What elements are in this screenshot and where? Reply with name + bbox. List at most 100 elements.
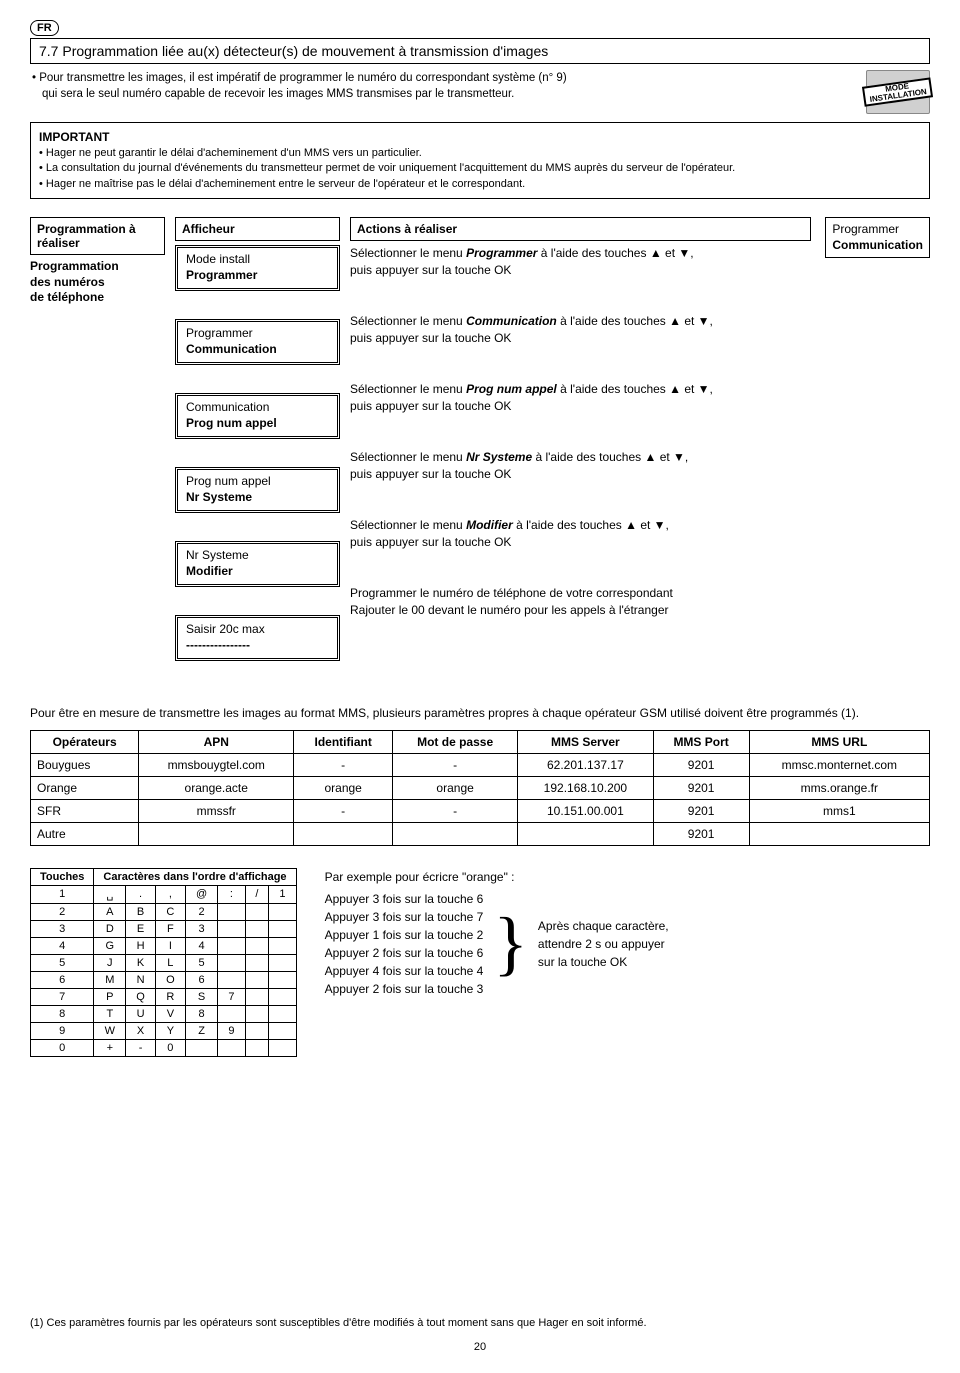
touches-cell — [245, 954, 269, 971]
touches-cell: / — [245, 885, 269, 903]
touches-cell: H — [126, 937, 156, 954]
table-row: 2ABC2 — [31, 903, 297, 920]
touches-cell — [218, 937, 245, 954]
ops-cell: 10.151.00.001 — [518, 799, 653, 822]
afficheur-box: CommunicationProg num appel — [175, 393, 340, 439]
ops-cell: mmsbouygtel.com — [139, 753, 294, 776]
action-text: Sélectionner le menu Programmer à l'aide… — [350, 245, 811, 285]
page-number: 20 — [30, 1341, 930, 1353]
touches-cell: : — [218, 885, 245, 903]
intro-line-1: • Pour transmettre les images, il est im… — [32, 70, 856, 86]
section-title: 7.7 Programmation liée au(x) détecteur(s… — [30, 38, 930, 64]
ops-cell: orange — [294, 776, 393, 799]
touches-cell: A — [94, 903, 126, 920]
touches-cell: 0 — [31, 1039, 94, 1056]
touches-cell: R — [155, 988, 185, 1005]
touches-cell: 1 — [269, 885, 296, 903]
touches-cell: - — [126, 1039, 156, 1056]
touches-cell: C — [155, 903, 185, 920]
touches-cell: @ — [185, 885, 218, 903]
touches-cell: ␣ — [94, 885, 126, 903]
touches-cell: 5 — [31, 954, 94, 971]
touches-cell: T — [94, 1005, 126, 1022]
touches-cell: F — [155, 920, 185, 937]
touches-cell: 6 — [31, 971, 94, 988]
table-row: SFRmmssfr--10.151.00.0019201mms1 — [31, 799, 930, 822]
ops-cell: - — [393, 799, 518, 822]
touches-cell — [245, 1005, 269, 1022]
afficheur-box: ProgrammerCommunication — [175, 319, 340, 365]
action-text: Sélectionner le menu Modifier à l'aide d… — [350, 517, 811, 557]
afficheur-box: Nr SystemeModifier — [175, 541, 340, 587]
touches-cell — [218, 1005, 245, 1022]
ops-cell — [139, 822, 294, 845]
touches-cell — [218, 971, 245, 988]
example-line: Appuyer 4 fois sur la touche 4 — [325, 962, 484, 980]
touches-cell: 9 — [218, 1022, 245, 1039]
ops-cell: mmsc.monternet.com — [749, 753, 929, 776]
touches-cell — [269, 1039, 296, 1056]
left-sub: Programmation — [30, 259, 119, 273]
example-title: Par exemple pour écricre "orange" : — [325, 868, 678, 886]
touches-cell — [269, 988, 296, 1005]
touches-cell — [245, 1022, 269, 1039]
example-line: Appuyer 3 fois sur la touche 6 — [325, 890, 484, 908]
touches-cell: 6 — [185, 971, 218, 988]
touches-cell: 2 — [31, 903, 94, 920]
ops-cell: orange — [393, 776, 518, 799]
table-row: 6MNO6 — [31, 971, 297, 988]
touches-cell: L — [155, 954, 185, 971]
touches-cell — [245, 988, 269, 1005]
touches-cell — [218, 954, 245, 971]
ops-cell: Bouygues — [31, 753, 139, 776]
touches-cell: K — [126, 954, 156, 971]
ops-cell: - — [294, 753, 393, 776]
left-sub: de téléphone — [30, 290, 104, 304]
action-text: Sélectionner le menu Nr Systeme à l'aide… — [350, 449, 811, 489]
touches-cell: . — [126, 885, 156, 903]
touches-cell — [218, 920, 245, 937]
intro-line-2: qui sera le seul numéro capable de recev… — [42, 86, 856, 102]
touches-cell: X — [126, 1022, 156, 1039]
operators-table: OpérateursAPNIdentifiantMot de passeMMS … — [30, 730, 930, 846]
important-bullet: • La consultation du journal d'événement… — [39, 161, 921, 176]
col-left-header: Programmation à réaliser — [30, 217, 165, 255]
ops-cell: Orange — [31, 776, 139, 799]
touches-cell: 7 — [218, 988, 245, 1005]
touches-cell — [245, 903, 269, 920]
touches-cell: V — [155, 1005, 185, 1022]
touches-cell: 2 — [185, 903, 218, 920]
touches-cell: D — [94, 920, 126, 937]
col-mid-header: Afficheur — [175, 217, 340, 241]
afficheur-box: Prog num appelNr Systeme — [175, 467, 340, 513]
touches-cell: W — [94, 1022, 126, 1039]
touches-cell: Y — [155, 1022, 185, 1039]
table-row: 8TUV8 — [31, 1005, 297, 1022]
touches-cell: + — [94, 1039, 126, 1056]
ops-header: MMS Port — [653, 730, 749, 753]
ops-cell: 9201 — [653, 799, 749, 822]
touches-cell: 5 — [185, 954, 218, 971]
touches-cell: 9 — [31, 1022, 94, 1039]
touches-header: Touches — [31, 868, 94, 885]
ops-cell: 9201 — [653, 822, 749, 845]
touches-cell: G — [94, 937, 126, 954]
ops-cell: mmssfr — [139, 799, 294, 822]
touches-cell — [269, 937, 296, 954]
intro-text: • Pour transmettre les images, il est im… — [30, 70, 856, 102]
footnote: (1) Ces paramètres fournis par les opéra… — [30, 1317, 930, 1329]
table-row: Bouyguesmmsbouygtel.com--62.201.137.1792… — [31, 753, 930, 776]
side-box-line1: Programmer — [832, 222, 899, 236]
side-box: Programmer Communication — [825, 217, 930, 258]
touches-cell — [218, 903, 245, 920]
touches-cell: S — [185, 988, 218, 1005]
ops-cell — [518, 822, 653, 845]
ops-cell: - — [393, 753, 518, 776]
touches-cell: 4 — [185, 937, 218, 954]
example-line: Appuyer 1 fois sur la touche 2 — [325, 926, 484, 944]
ops-cell — [393, 822, 518, 845]
table-row: Orangeorange.acteorangeorange192.168.10.… — [31, 776, 930, 799]
touches-cell: Z — [185, 1022, 218, 1039]
important-bullet: • Hager ne peut garantir le délai d'ache… — [39, 146, 921, 161]
ops-header: MMS URL — [749, 730, 929, 753]
